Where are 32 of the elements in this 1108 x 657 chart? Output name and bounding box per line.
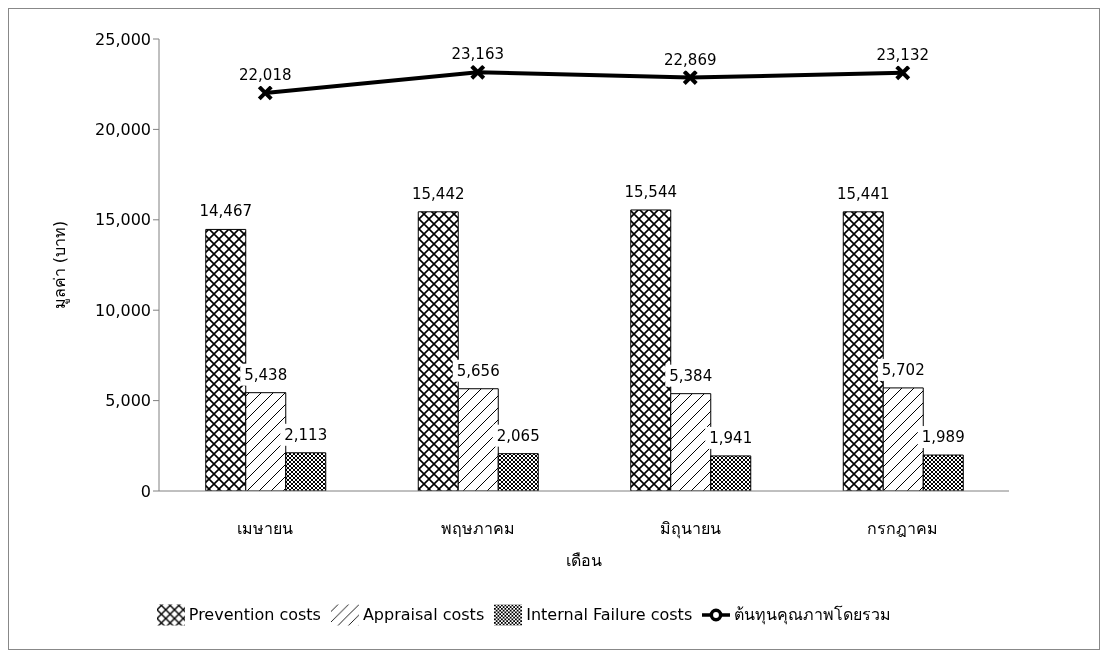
data-label: 1,941 bbox=[709, 428, 753, 447]
data-label: 23,132 bbox=[876, 45, 929, 64]
data-label: 5,702 bbox=[881, 360, 925, 379]
data-label: 15,442 bbox=[412, 184, 465, 203]
data-label: 22,018 bbox=[239, 65, 292, 84]
data-label: 15,544 bbox=[624, 182, 677, 201]
y-tick-label: 25,000 bbox=[95, 29, 151, 49]
data-label: 5,438 bbox=[244, 365, 288, 384]
x-tick-label: กรกฎาคม bbox=[867, 519, 939, 539]
legend-label: Prevention costs bbox=[188, 604, 321, 624]
y-tick-label: 0 bbox=[140, 481, 151, 501]
legend-label: Appraisal costs bbox=[362, 604, 485, 624]
legend-label: Internal Failure costs bbox=[526, 604, 693, 624]
y-axis-title: มูลค่า (บาท) bbox=[49, 220, 70, 310]
data-label: 14,467 bbox=[199, 202, 252, 221]
data-label: 5,384 bbox=[669, 366, 713, 385]
x-tick-label: เมษายน bbox=[237, 519, 294, 539]
data-label: 22,869 bbox=[664, 50, 717, 69]
data-label: 2,113 bbox=[284, 425, 328, 444]
legend-label: ต้นทุนคุณภาพโดยรวม bbox=[734, 604, 892, 624]
y-tick-label: 15,000 bbox=[95, 210, 151, 230]
data-label: 23,163 bbox=[451, 45, 504, 64]
data-label: 5,656 bbox=[456, 361, 500, 380]
y-tick-label: 20,000 bbox=[95, 120, 151, 140]
data-label: 15,441 bbox=[837, 184, 890, 203]
y-tick-label: 5,000 bbox=[105, 391, 151, 411]
x-tick-label: พฤษภาคม bbox=[440, 519, 515, 539]
y-tick-label: 10,000 bbox=[95, 300, 151, 320]
x-axis-title: เดือน bbox=[566, 551, 602, 570]
data-label: 1,989 bbox=[921, 428, 965, 447]
data-label: 2,065 bbox=[496, 426, 540, 445]
x-tick-label: มิถุนายน bbox=[659, 519, 721, 540]
